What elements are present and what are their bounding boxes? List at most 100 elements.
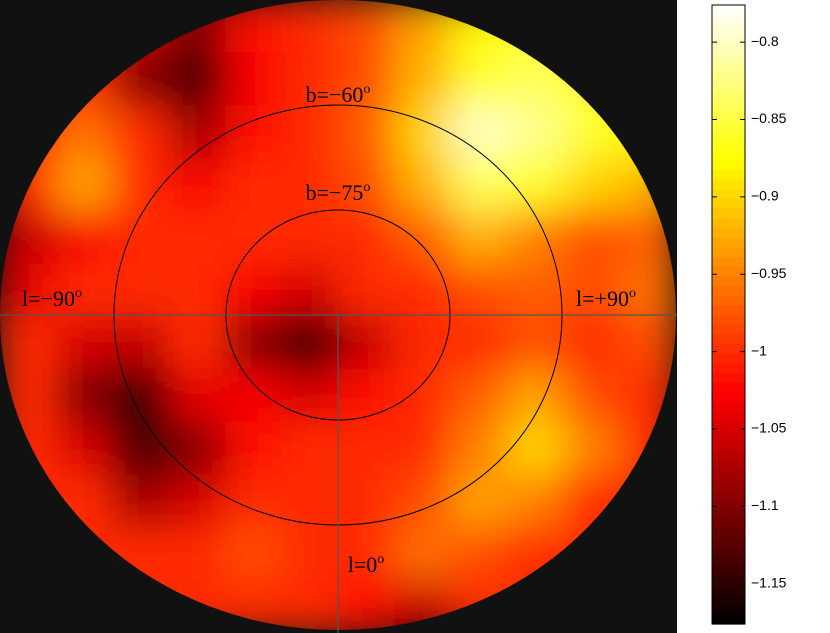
heat-cell: [338, 474, 396, 528]
colorbar-step: [712, 614, 745, 625]
heat-cell: [168, 52, 227, 106]
colorbar-step: [712, 372, 745, 383]
annotation: l=−90o: [22, 286, 82, 311]
annotation-sup: o: [363, 82, 370, 97]
heat-cell: [225, 210, 283, 265]
heat-cell: [394, 52, 452, 106]
heat-cell: [338, 579, 396, 630]
heat-cell: [338, 105, 396, 159]
heat-cell: [112, 316, 170, 370]
heat-cell: [281, 157, 339, 212]
colorbar-step: [712, 527, 745, 538]
heat-cell: [168, 210, 227, 265]
colorbar-step: [712, 604, 745, 615]
colorbar-step: [712, 449, 745, 461]
heat-cell: [620, 263, 676, 317]
heat-cell: [394, 421, 452, 476]
colorbar-tick-label: −0.9: [751, 188, 779, 204]
colorbar-step: [712, 121, 745, 132]
annotation: b=−75o: [306, 180, 371, 205]
heat-cell: [507, 263, 565, 317]
heat-cell: [225, 368, 283, 423]
annotation-sup: o: [363, 180, 370, 195]
colorbar-tick-label: −1: [751, 342, 767, 358]
heat-cell: [55, 157, 114, 212]
heat-cell: [55, 210, 114, 265]
colorbar-step: [712, 343, 745, 354]
colorbar-step: [712, 517, 745, 528]
heat-cell: [450, 316, 509, 370]
heat-cell: [55, 263, 114, 317]
heat-cell: [563, 316, 622, 370]
heat-cell: [0, 263, 57, 317]
heat-cell: [338, 316, 396, 370]
colorbar-step: [712, 275, 745, 287]
colorbar-step: [712, 333, 745, 345]
colorbar-step: [712, 420, 745, 432]
colorbar-step: [712, 469, 745, 480]
heat-cell: [55, 368, 114, 423]
colorbar-step: [712, 488, 745, 499]
heat-cell: [563, 210, 622, 265]
heat-cell: [507, 157, 565, 212]
heat-cell: [112, 157, 170, 212]
colorbar-step: [712, 575, 745, 586]
heat-cell: [281, 0, 339, 54]
heat-cell: [338, 52, 396, 106]
colorbar-step: [712, 556, 745, 567]
heat-cell: [168, 263, 227, 317]
heat-cell: [394, 474, 452, 528]
colorbar-step: [712, 324, 745, 335]
heatmap: [0, 0, 676, 630]
colorbar-step: [712, 246, 745, 258]
colorbar-step: [712, 430, 745, 441]
colorbar-step: [712, 101, 745, 112]
colorbar-step: [712, 498, 745, 509]
colorbar-step: [712, 5, 745, 16]
heat-cell: [225, 105, 283, 159]
annotation-text: l=+90: [576, 286, 629, 311]
colorbar-step: [712, 478, 745, 490]
heat-cell: [338, 263, 396, 317]
colorbar-tick-label: −0.8: [751, 33, 779, 49]
annotation-sup: o: [629, 286, 636, 301]
heat-cell: [225, 52, 283, 106]
annotation-text: l=−90: [22, 286, 75, 311]
heat-cell: [563, 368, 622, 423]
heat-cell: [450, 474, 509, 528]
heat-cell: [281, 52, 339, 106]
heat-cell: [620, 316, 676, 370]
heat-cell: [507, 474, 565, 528]
colorbar-tick-label: −0.95: [751, 265, 787, 281]
heat-cell: [112, 474, 170, 528]
colorbar-step: [712, 169, 745, 180]
colorbar-tick-label: −1.1: [751, 497, 779, 513]
colorbar-step: [712, 198, 745, 209]
heat-cell: [507, 421, 565, 476]
annotation: l=+90o: [576, 286, 636, 311]
heat-cell: [281, 105, 339, 159]
heat-cell: [450, 52, 509, 106]
colorbar-step: [712, 391, 745, 403]
colorbar-step: [712, 507, 745, 519]
heat-cell: [394, 157, 452, 212]
heat-cell: [507, 105, 565, 159]
heat-cell: [112, 105, 170, 159]
heat-cell: [450, 368, 509, 423]
heat-cell: [168, 316, 227, 370]
heat-cell: [338, 421, 396, 476]
heat-cell: [450, 263, 509, 317]
heat-cell: [338, 157, 396, 212]
colorbar-step: [712, 14, 745, 25]
heat-cell: [450, 105, 509, 159]
colorbar-step: [712, 401, 745, 412]
colorbar-step: [712, 92, 745, 103]
colorbar-step: [712, 179, 745, 190]
colorbar-frame: [711, 4, 746, 625]
colorbar-step: [712, 53, 745, 64]
heat-cell: [450, 157, 509, 212]
colorbar-step: [712, 295, 745, 306]
